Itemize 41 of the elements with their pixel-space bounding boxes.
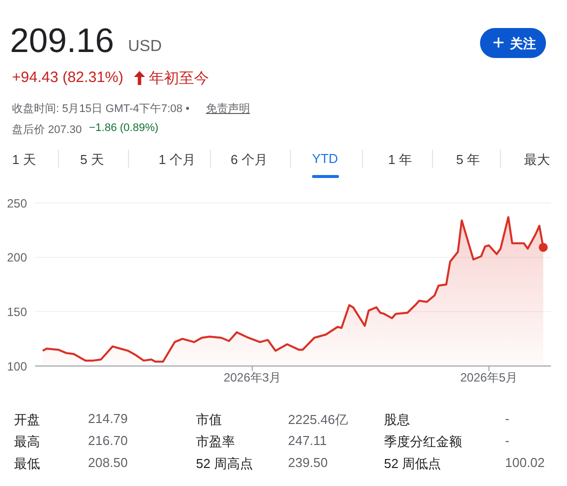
y-tick-label: 250 bbox=[6, 196, 28, 210]
y-tick-label: 100 bbox=[6, 359, 28, 374]
text: 最低 bbox=[14, 455, 40, 473]
text: 关注 bbox=[510, 35, 536, 53]
text: 100.02 bbox=[505, 455, 545, 470]
chart-title: 209.16 bbox=[10, 22, 114, 61]
text: 股息 bbox=[384, 411, 410, 429]
text: 2225.46亿 bbox=[288, 411, 348, 429]
text: 247.11 bbox=[288, 433, 327, 448]
text: - bbox=[505, 433, 510, 448]
text: 最高 bbox=[14, 433, 40, 451]
text: 216.70 bbox=[88, 433, 128, 448]
text: 最大 bbox=[523, 151, 551, 169]
x-tick-label: 2026年5月 bbox=[460, 370, 518, 385]
text: 52 周高点 bbox=[196, 455, 254, 473]
text: +94.43 (82.31%) bbox=[12, 69, 124, 86]
text: 6 个月 bbox=[230, 151, 268, 169]
text: 1 天 bbox=[11, 151, 37, 169]
text: 季度分红金额 bbox=[384, 433, 462, 451]
y-tick-label: 200 bbox=[6, 250, 28, 265]
text: 214.79 bbox=[88, 411, 128, 426]
x-tick-label: 2026年3月 bbox=[224, 370, 281, 385]
chart-subtitle: USD bbox=[128, 38, 162, 56]
text: 市值 bbox=[196, 411, 222, 429]
text: 5 天 bbox=[79, 151, 105, 169]
text: 208.50 bbox=[88, 455, 128, 470]
text: YTD bbox=[311, 151, 339, 166]
y-tick-label: 150 bbox=[6, 304, 28, 319]
text: 5 年 bbox=[455, 151, 481, 169]
text: - bbox=[505, 411, 510, 426]
text: 239.50 bbox=[288, 455, 328, 470]
text: 免责声明 bbox=[206, 102, 250, 116]
text: 52 周低点 bbox=[384, 455, 442, 473]
text: 盘后价 207.30 bbox=[12, 123, 82, 137]
text: 开盘 bbox=[14, 411, 40, 429]
text: 市盈率 bbox=[196, 433, 235, 451]
text: 收盘时间: 5月15日 GMT-4下午7:08 • bbox=[12, 102, 190, 116]
text: 年初至今 bbox=[149, 69, 209, 88]
text: 1 年 bbox=[387, 151, 413, 169]
text: 1 个月 bbox=[158, 151, 196, 169]
text: −1.86 (0.89%) bbox=[89, 122, 158, 134]
